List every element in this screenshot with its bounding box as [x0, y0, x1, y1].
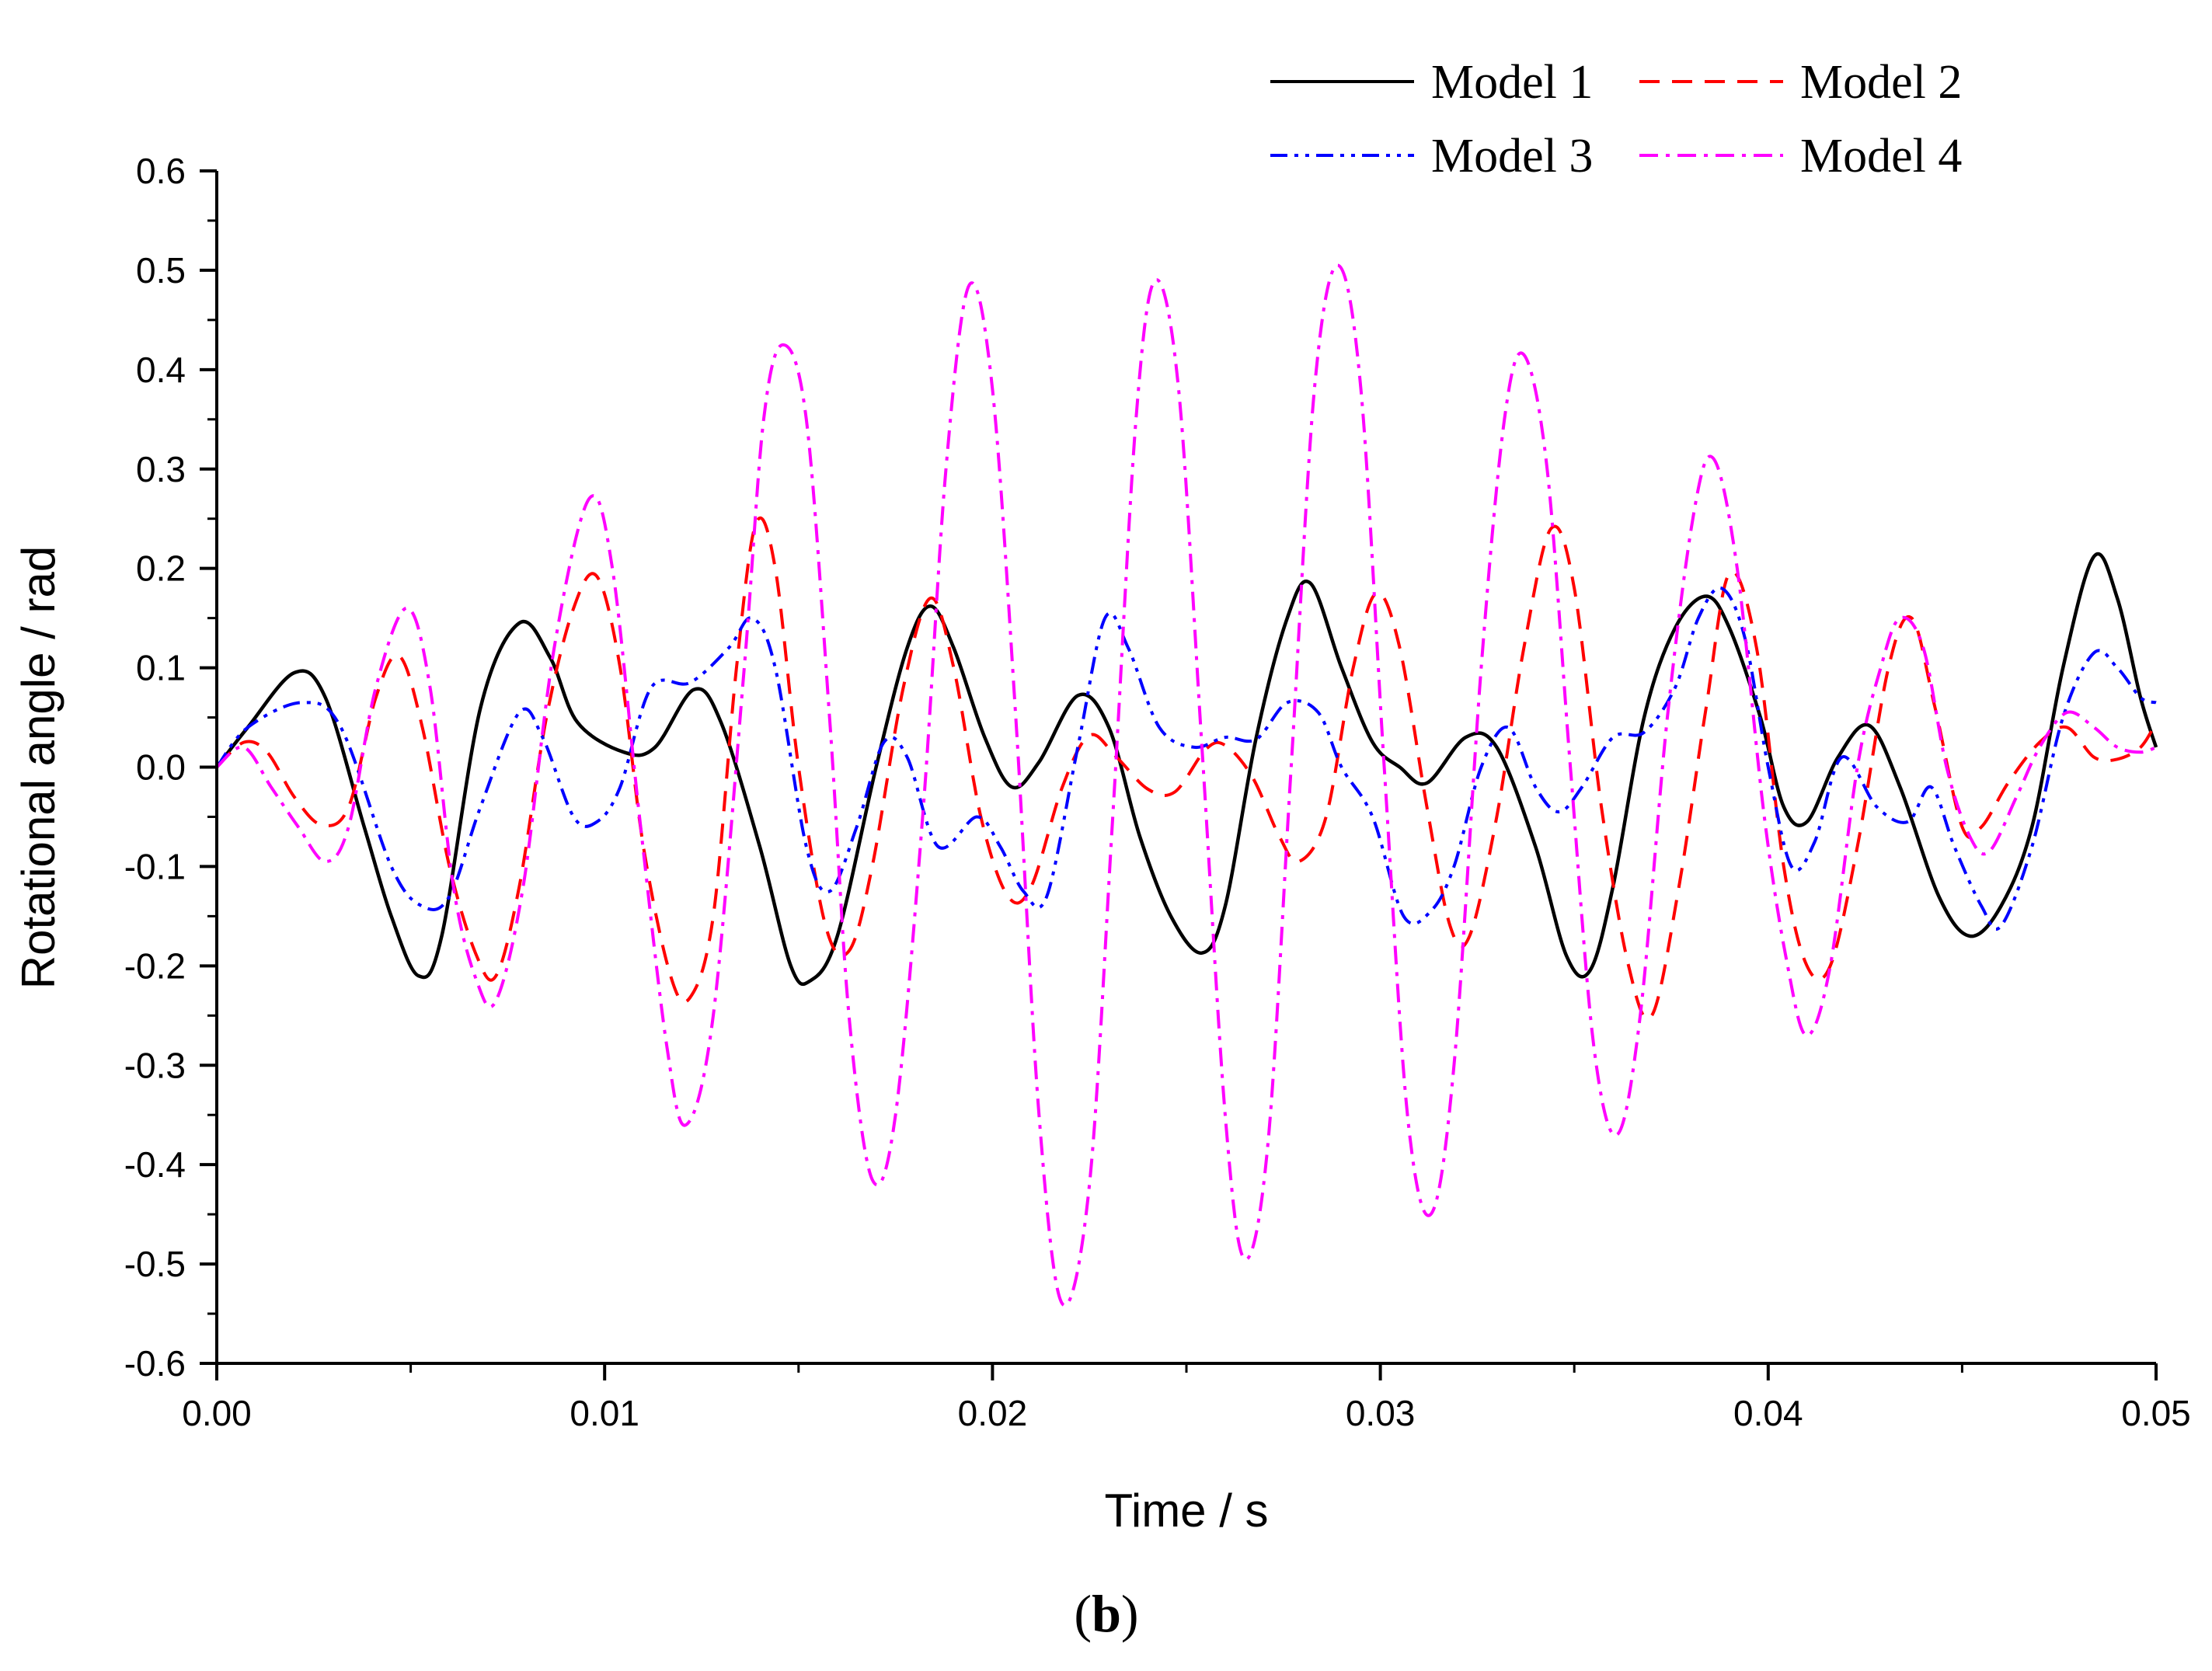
legend-label: Model 1: [1431, 56, 1593, 109]
series-line-model-1: [215, 552, 2158, 987]
y-tick-label: 0.1: [136, 648, 186, 688]
series-lines: [215, 263, 2158, 1307]
y-tick-label: -0.2: [124, 945, 186, 986]
x-tick-label: 0.02: [958, 1393, 1028, 1433]
y-tick-label: -0.3: [124, 1045, 186, 1085]
y-tick-label: 0.6: [136, 151, 186, 191]
y-tick-label: -0.4: [124, 1144, 186, 1185]
y-tick-label: 0.5: [136, 250, 186, 291]
legend-label: Model 4: [1800, 130, 1962, 183]
x-tick-label: 0.01: [570, 1393, 639, 1433]
x-ticks: 0.00 0.01 0.02 0.03 0.04 0.05: [182, 1363, 2191, 1433]
x-tick-label: 0.05: [2121, 1393, 2191, 1433]
x-tick-label: 0.00: [182, 1393, 252, 1433]
y-tick-label: 0.4: [136, 350, 186, 390]
x-tick-label: 0.04: [1733, 1393, 1803, 1433]
axes: [215, 171, 2156, 1365]
legend-label: Model 2: [1800, 56, 1962, 109]
y-tick-label: 0.3: [136, 449, 186, 489]
caption-letter: b: [1092, 1584, 1121, 1643]
y-tick-label: -0.1: [124, 846, 186, 886]
legend-label: Model 3: [1431, 130, 1593, 183]
y-tick-label: -0.5: [124, 1244, 186, 1284]
caption-open-paren: (: [1074, 1584, 1092, 1643]
y-tick-label: -0.6: [124, 1343, 186, 1384]
x-tick-label: 0.03: [1346, 1393, 1416, 1433]
caption-close-paren: ): [1121, 1584, 1139, 1643]
x-axis-title: Time / s: [1104, 1485, 1268, 1537]
legend: Model 1 Model 2 Model 3 Model 4: [1270, 56, 1962, 183]
y-tick-label: 0.0: [136, 747, 186, 788]
series-line-model-4: [215, 263, 2157, 1307]
y-axis-title: Rotational angle / rad: [12, 546, 64, 989]
y-tick-label: 0.2: [136, 548, 186, 589]
y-ticks: 0.6 0.5 0.4 0.3 0.2 0.1 0.0 -0.1 -0.2 -0.3 -0.4 -0.…: [124, 151, 217, 1384]
series-line-model-3: [215, 586, 2157, 931]
figure-caption: (b): [1074, 1584, 1138, 1643]
